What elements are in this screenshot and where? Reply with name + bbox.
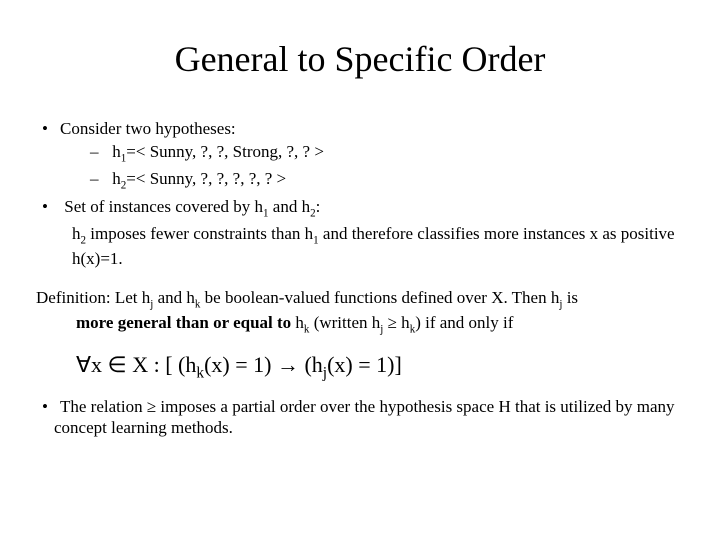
def-bold: more general than or equal to xyxy=(76,313,291,332)
definition: Definition: Let hj and hk be boolean-val… xyxy=(36,287,684,312)
bullet-consider: Consider two hypotheses: xyxy=(54,118,684,139)
bullet-h1: h1=< Sunny, ?, ?, Strong, ?, ? > xyxy=(98,141,684,166)
def-t8: ) if and only if xyxy=(415,313,513,332)
f-s1: k xyxy=(196,364,204,381)
h2-post: =< Sunny, ?, ?, ?, ?, ? > xyxy=(126,169,286,188)
def-t2: and h xyxy=(153,288,195,307)
def-t7: ≥ h xyxy=(383,313,409,332)
def-t4: is xyxy=(562,288,578,307)
page-title: General to Specific Order xyxy=(36,38,684,80)
set-t1: Set of instances covered by h xyxy=(64,197,263,216)
def-t3: be boolean-valued functions defined over… xyxy=(200,288,559,307)
h2-pre: h xyxy=(112,169,121,188)
bullet-relation: The relation ≥ imposes a partial order o… xyxy=(54,396,684,439)
f-t1: ∀x ∈ X : [ (h xyxy=(76,352,196,377)
definition-cont: more general than or equal to hk (writte… xyxy=(76,312,684,337)
exp-t1: h xyxy=(72,224,81,243)
f-t2: (x) = 1) → (h xyxy=(204,352,323,377)
def-t1: Definition: Let h xyxy=(36,288,150,307)
set-t3: : xyxy=(316,197,321,216)
bullet-set-covered: Set of instances covered by h1 and h2: xyxy=(54,196,684,221)
formula: ∀x ∈ X : [ (hk(x) = 1) → (hj(x) = 1)] xyxy=(76,352,684,382)
def-t5: h xyxy=(291,313,304,332)
def-t6: (written h xyxy=(309,313,380,332)
bullet-h2: h2=< Sunny, ?, ?, ?, ?, ? > xyxy=(98,168,684,193)
exp-t2: imposes fewer constraints than h xyxy=(86,224,313,243)
f-t3: (x) = 1)] xyxy=(327,352,402,377)
h1-pre: h xyxy=(112,142,121,161)
set-t2: and h xyxy=(269,197,311,216)
h1-post: =< Sunny, ?, ?, Strong, ?, ? > xyxy=(126,142,324,161)
explanation: h2 imposes fewer constraints than h1 and… xyxy=(72,223,684,269)
